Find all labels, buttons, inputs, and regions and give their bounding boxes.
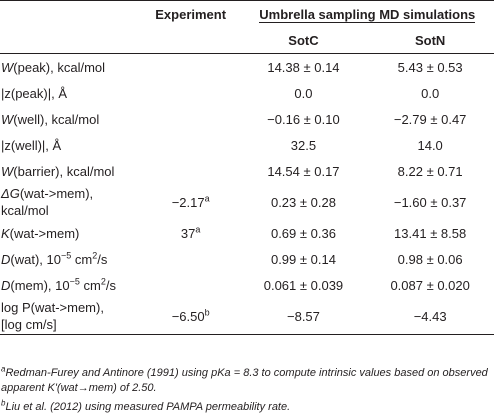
cell-experiment bbox=[141, 272, 241, 298]
table-row: |z(peak)|, Å 0.0 0.0 bbox=[0, 80, 494, 106]
cell-experiment: −6.50b bbox=[140, 298, 241, 335]
cell-experiment: −2.17a bbox=[171, 193, 210, 210]
cell-experiment bbox=[141, 132, 241, 158]
subheader-sotc: SotC bbox=[240, 27, 367, 54]
row-label: D(mem), 10−5 cm2/s bbox=[1, 276, 116, 293]
cell-sotn: −2.79 ± 0.47 bbox=[393, 111, 467, 127]
cell-experiment bbox=[141, 106, 241, 132]
table-row: D(wat), 10−5 cm2/s 0.99 ± 0.14 0.98 ± 0.… bbox=[0, 246, 494, 272]
cell-sotc: 0.0 bbox=[294, 85, 313, 101]
cell-sotc: −8.57 bbox=[240, 298, 367, 335]
cell-sotn: 0.0 bbox=[421, 85, 440, 101]
cell-sotc: 14.38 ± 0.14 bbox=[267, 59, 340, 75]
table-row: K(wat->mem) 37a 0.69 ± 0.36 13.41 ± 8.58 bbox=[0, 220, 494, 246]
footnote-b: bLiu et al. (2012) using measured PAMPA … bbox=[1, 398, 291, 413]
cell-sotc: 0.99 ± 0.14 bbox=[270, 251, 336, 267]
results-table: Experiment Umbrella sampling MD simulati… bbox=[0, 0, 494, 335]
cell-sotn: 5.43 ± 0.53 bbox=[397, 59, 463, 75]
header-umbrella-text: Umbrella sampling MD simulations bbox=[259, 6, 476, 23]
row-label: D(wat), 10−5 cm2/s bbox=[1, 250, 108, 267]
table-row: |z(well)|, Å 32.5 14.0 bbox=[0, 132, 494, 158]
subheader-sotn: SotN bbox=[366, 27, 494, 54]
cell-sotn: 14.0 bbox=[417, 137, 443, 153]
table-row: W(peak), kcal/mol 14.38 ± 0.14 5.43 ± 0.… bbox=[0, 54, 494, 81]
cell-sotc: 0.061 ± 0.039 bbox=[263, 277, 344, 293]
cell-sotn: 8.22 ± 0.71 bbox=[397, 163, 463, 179]
cell-sotc: −0.16 ± 0.10 bbox=[267, 111, 340, 127]
cell-sotn: 0.98 ± 0.06 bbox=[397, 251, 463, 267]
row-label: log P(wat->mem), [log cm/s] bbox=[0, 298, 141, 335]
cell-sotn: 13.41 ± 8.58 bbox=[394, 225, 467, 241]
cell-experiment: 37a bbox=[180, 224, 201, 241]
cell-sotc: 0.23 ± 0.28 bbox=[270, 194, 336, 210]
table-row: log P(wat->mem), [log cm/s] −6.50b −8.57 … bbox=[0, 298, 494, 335]
cell-sotc: 32.5 bbox=[290, 137, 317, 153]
cell-experiment bbox=[141, 54, 241, 81]
header-experiment: Experiment bbox=[140, 0, 241, 27]
cell-sotn: −4.43 bbox=[366, 298, 494, 335]
cell-experiment bbox=[141, 80, 241, 106]
row-label: W(peak), kcal/mol bbox=[1, 59, 106, 75]
row-label: W(barrier), kcal/mol bbox=[1, 163, 115, 179]
cell-experiment bbox=[141, 158, 241, 184]
table-row: D(mem), 10−5 cm2/s 0.061 ± 0.039 0.087 ±… bbox=[0, 272, 494, 298]
cell-experiment bbox=[141, 246, 241, 272]
cell-sotn: 0.087 ± 0.020 bbox=[390, 277, 470, 293]
header-row: Experiment Umbrella sampling MD simulati… bbox=[0, 0, 494, 27]
row-label: |z(well)|, Å bbox=[1, 137, 62, 153]
row-label: |z(peak)|, Å bbox=[1, 85, 67, 101]
row-label: ΔG(wat->mem), kcal/mol bbox=[1, 186, 94, 218]
table-row: W(barrier), kcal/mol 14.54 ± 0.17 8.22 ±… bbox=[0, 158, 494, 184]
header-umbrella-group: Umbrella sampling MD simulations bbox=[240, 0, 494, 27]
row-label: K(wat->mem) bbox=[1, 225, 80, 241]
header-label-cell bbox=[0, 0, 141, 27]
cell-sotc: 0.69 ± 0.36 bbox=[270, 225, 336, 241]
cell-sotn: −1.60 ± 0.37 bbox=[393, 194, 467, 210]
footnote-a: aRedman-Furey and Antinore (1991) using … bbox=[1, 364, 488, 394]
table-row: ΔG(wat->mem), kcal/mol −2.17a 0.23 ± 0.28… bbox=[0, 184, 494, 220]
row-label: W(well), kcal/mol bbox=[1, 111, 100, 127]
cell-sotc: 14.54 ± 0.17 bbox=[267, 163, 340, 179]
table-row: W(well), kcal/mol −0.16 ± 0.10 −2.79 ± 0… bbox=[0, 106, 494, 132]
subheader-row: SotC SotN bbox=[0, 27, 494, 54]
